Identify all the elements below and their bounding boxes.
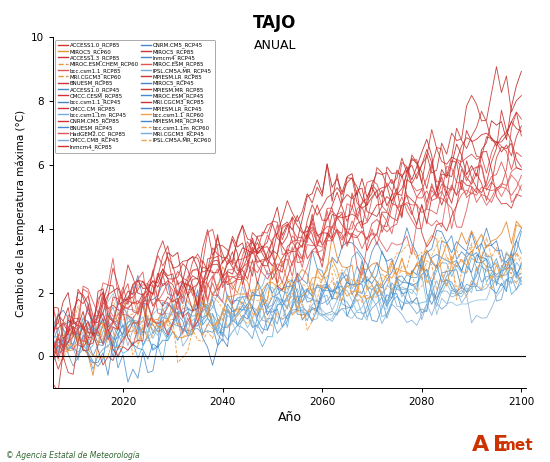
Legend: ACCESS1.0_RCP85, MIROC5_RCP60, ACCESS1.3_RCP85, MIROC.ESM.CHEM_RCP60, bcc.csm1.1: ACCESS1.0_RCP85, MIROC5_RCP60, ACCESS1.3… xyxy=(56,40,215,152)
Text: ANUAL: ANUAL xyxy=(254,39,296,52)
Text: E: E xyxy=(493,436,508,456)
Y-axis label: Cambio de la temperatura máxima (°C): Cambio de la temperatura máxima (°C) xyxy=(15,109,25,316)
Text: A: A xyxy=(472,436,490,456)
X-axis label: Año: Año xyxy=(278,411,302,424)
Text: met: met xyxy=(499,438,533,453)
Text: TAJO: TAJO xyxy=(254,14,296,32)
Text: © Agencia Estatal de Meteorología: © Agencia Estatal de Meteorología xyxy=(6,451,139,460)
